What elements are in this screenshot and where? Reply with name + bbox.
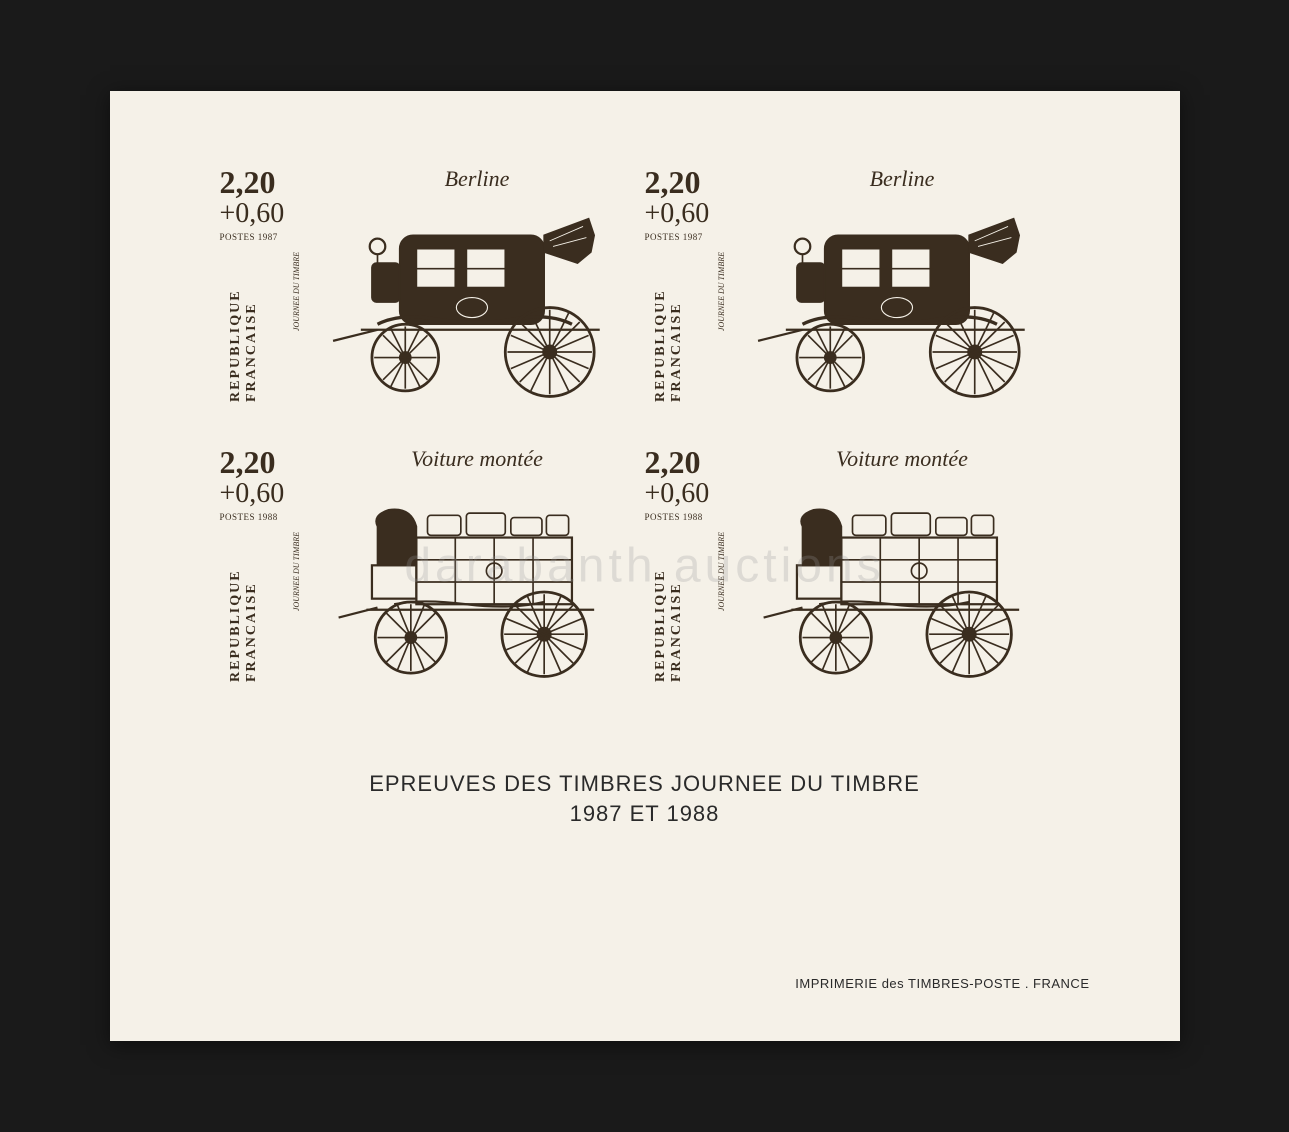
denomination-surcharge: +0,60 xyxy=(645,480,735,508)
stamp-left-panel: 2,20 +0,60 POSTES 1987 REPUBLIQUE FRANCA… xyxy=(220,151,310,431)
stamp-title: Voiture montée xyxy=(735,446,1070,472)
denomination-surcharge: +0,60 xyxy=(220,480,310,508)
denomination-main: 2,20 xyxy=(645,166,735,198)
voiture-carriage-icon xyxy=(735,482,1070,682)
denomination-main: 2,20 xyxy=(220,446,310,478)
stamp-left-panel: 2,20 +0,60 POSTES 1987 REPUBLIQUE FRANCA… xyxy=(645,151,735,431)
caption-line-1: EPREUVES DES TIMBRES JOURNEE DU TIMBRE xyxy=(110,771,1180,797)
republique-label: REPUBLIQUE FRANCAISE xyxy=(228,257,260,402)
journee-label: JOURNEE DU TIMBRE xyxy=(717,532,726,611)
stamp-voiture-1: 2,20 +0,60 POSTES 1988 REPUBLIQUE FRANCA… xyxy=(220,431,645,711)
stamp-illustration-panel: Berline xyxy=(735,151,1070,431)
stamp-illustration-panel: Voiture montée xyxy=(735,431,1070,711)
postes-year-label: POSTES 1988 xyxy=(220,512,310,522)
caption-line-2: 1987 ET 1988 xyxy=(110,801,1180,827)
journee-label: JOURNEE DU TIMBRE xyxy=(717,252,726,331)
denomination-main: 2,20 xyxy=(220,166,310,198)
denomination-surcharge: +0,60 xyxy=(645,200,735,228)
proof-sheet: darabanth auctions 2,20 +0,60 POSTES 198… xyxy=(110,91,1180,1041)
stamp-berline-2: 2,20 +0,60 POSTES 1987 REPUBLIQUE FRANCA… xyxy=(645,151,1070,431)
berline-carriage-icon xyxy=(310,202,645,402)
imprint-text: IMPRIMERIE des TIMBRES-POSTE . FRANCE xyxy=(795,976,1089,991)
stamps-grid: 2,20 +0,60 POSTES 1987 REPUBLIQUE FRANCA… xyxy=(220,151,1070,711)
republique-label: REPUBLIQUE FRANCAISE xyxy=(653,537,685,682)
stamp-left-panel: 2,20 +0,60 POSTES 1988 REPUBLIQUE FRANCA… xyxy=(220,431,310,711)
postes-year-label: POSTES 1987 xyxy=(645,232,735,242)
berline-carriage-icon xyxy=(735,202,1070,402)
denomination-surcharge: +0,60 xyxy=(220,200,310,228)
voiture-carriage-icon xyxy=(310,482,645,682)
stamp-title: Berline xyxy=(310,166,645,192)
republique-label: REPUBLIQUE FRANCAISE xyxy=(653,257,685,402)
stamp-title: Voiture montée xyxy=(310,446,645,472)
journee-label: JOURNEE DU TIMBRE xyxy=(292,532,301,611)
stamp-title: Berline xyxy=(735,166,1070,192)
stamp-illustration-panel: Voiture montée xyxy=(310,431,645,711)
main-caption: EPREUVES DES TIMBRES JOURNEE DU TIMBRE 1… xyxy=(110,771,1180,827)
stamp-illustration-panel: Berline xyxy=(310,151,645,431)
denomination-main: 2,20 xyxy=(645,446,735,478)
stamp-voiture-2: 2,20 +0,60 POSTES 1988 REPUBLIQUE FRANCA… xyxy=(645,431,1070,711)
journee-label: JOURNEE DU TIMBRE xyxy=(292,252,301,331)
postes-year-label: POSTES 1988 xyxy=(645,512,735,522)
stamp-berline-1: 2,20 +0,60 POSTES 1987 REPUBLIQUE FRANCA… xyxy=(220,151,645,431)
postes-year-label: POSTES 1987 xyxy=(220,232,310,242)
stamp-left-panel: 2,20 +0,60 POSTES 1988 REPUBLIQUE FRANCA… xyxy=(645,431,735,711)
republique-label: REPUBLIQUE FRANCAISE xyxy=(228,537,260,682)
